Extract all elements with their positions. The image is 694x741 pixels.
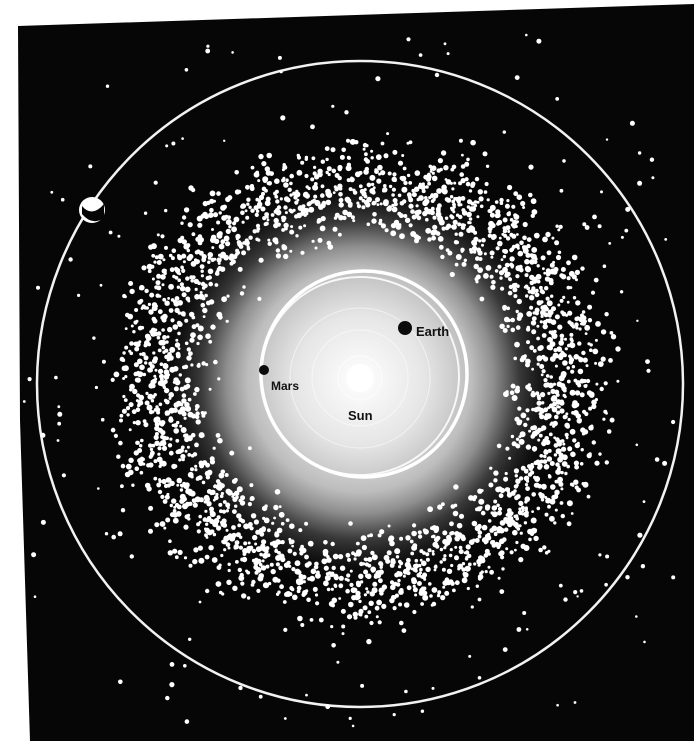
mars-label: Mars [271, 379, 299, 393]
scattered-asteroids [22, 33, 676, 728]
asteroid-belt [92, 110, 621, 648]
earth-planet [398, 321, 412, 335]
earth-label: Earth [416, 324, 449, 339]
inner-rings [289, 307, 431, 449]
sun-label: Sun [348, 408, 373, 423]
sun [346, 364, 374, 392]
mars-planet [259, 365, 269, 375]
outer-orbit [35, 59, 685, 709]
outer-planet [79, 197, 105, 223]
page-margin [0, 0, 18, 741]
